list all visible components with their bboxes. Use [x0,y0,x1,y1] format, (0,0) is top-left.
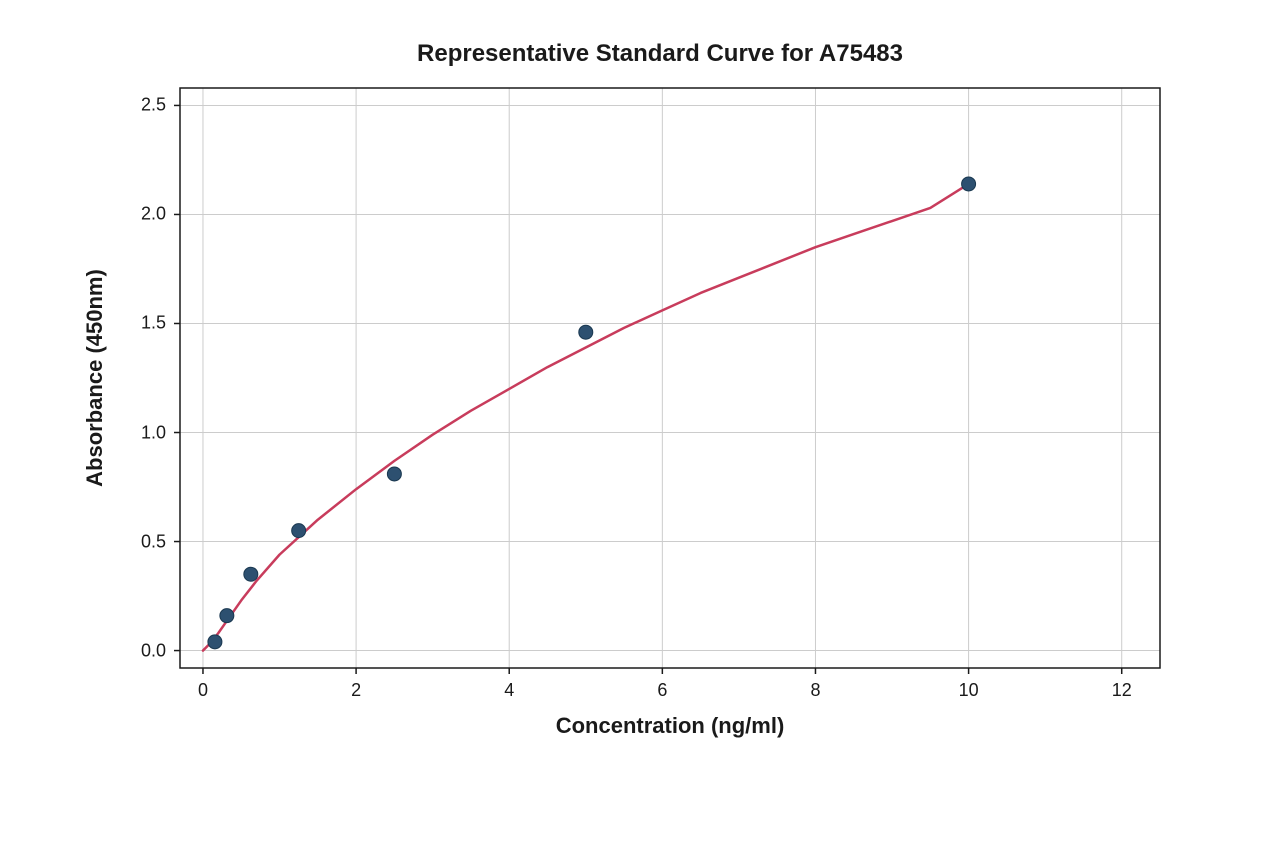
y-axis-label: Absorbance (450nm) [82,269,108,487]
y-tick-label: 1.0 [106,422,166,443]
x-tick-label: 2 [351,680,361,701]
y-tick-label: 1.5 [106,313,166,334]
x-axis-label: Concentration (ng/ml) [556,713,785,739]
data-point [387,467,401,481]
data-point [579,325,593,339]
data-point [962,177,976,191]
chart-title: Representative Standard Curve for A75483 [80,40,1240,68]
data-point [244,567,258,581]
y-tick-label: 2.5 [106,95,166,116]
data-point [292,524,306,538]
y-tick-label: 0.0 [106,640,166,661]
data-point [220,609,234,623]
x-tick-label: 6 [657,680,667,701]
y-tick-label: 2.0 [106,204,166,225]
chart-container: Representative Standard Curve for A75483… [80,40,1240,820]
x-tick-label: 12 [1112,680,1132,701]
plot-area: 0.00.51.01.52.02.5 024681012 Absorbance … [180,88,1240,668]
chart-svg [180,88,1160,668]
x-tick-label: 8 [810,680,820,701]
x-tick-label: 10 [959,680,979,701]
data-point [208,635,222,649]
y-tick-label: 0.5 [106,531,166,552]
x-tick-label: 4 [504,680,514,701]
x-tick-label: 0 [198,680,208,701]
